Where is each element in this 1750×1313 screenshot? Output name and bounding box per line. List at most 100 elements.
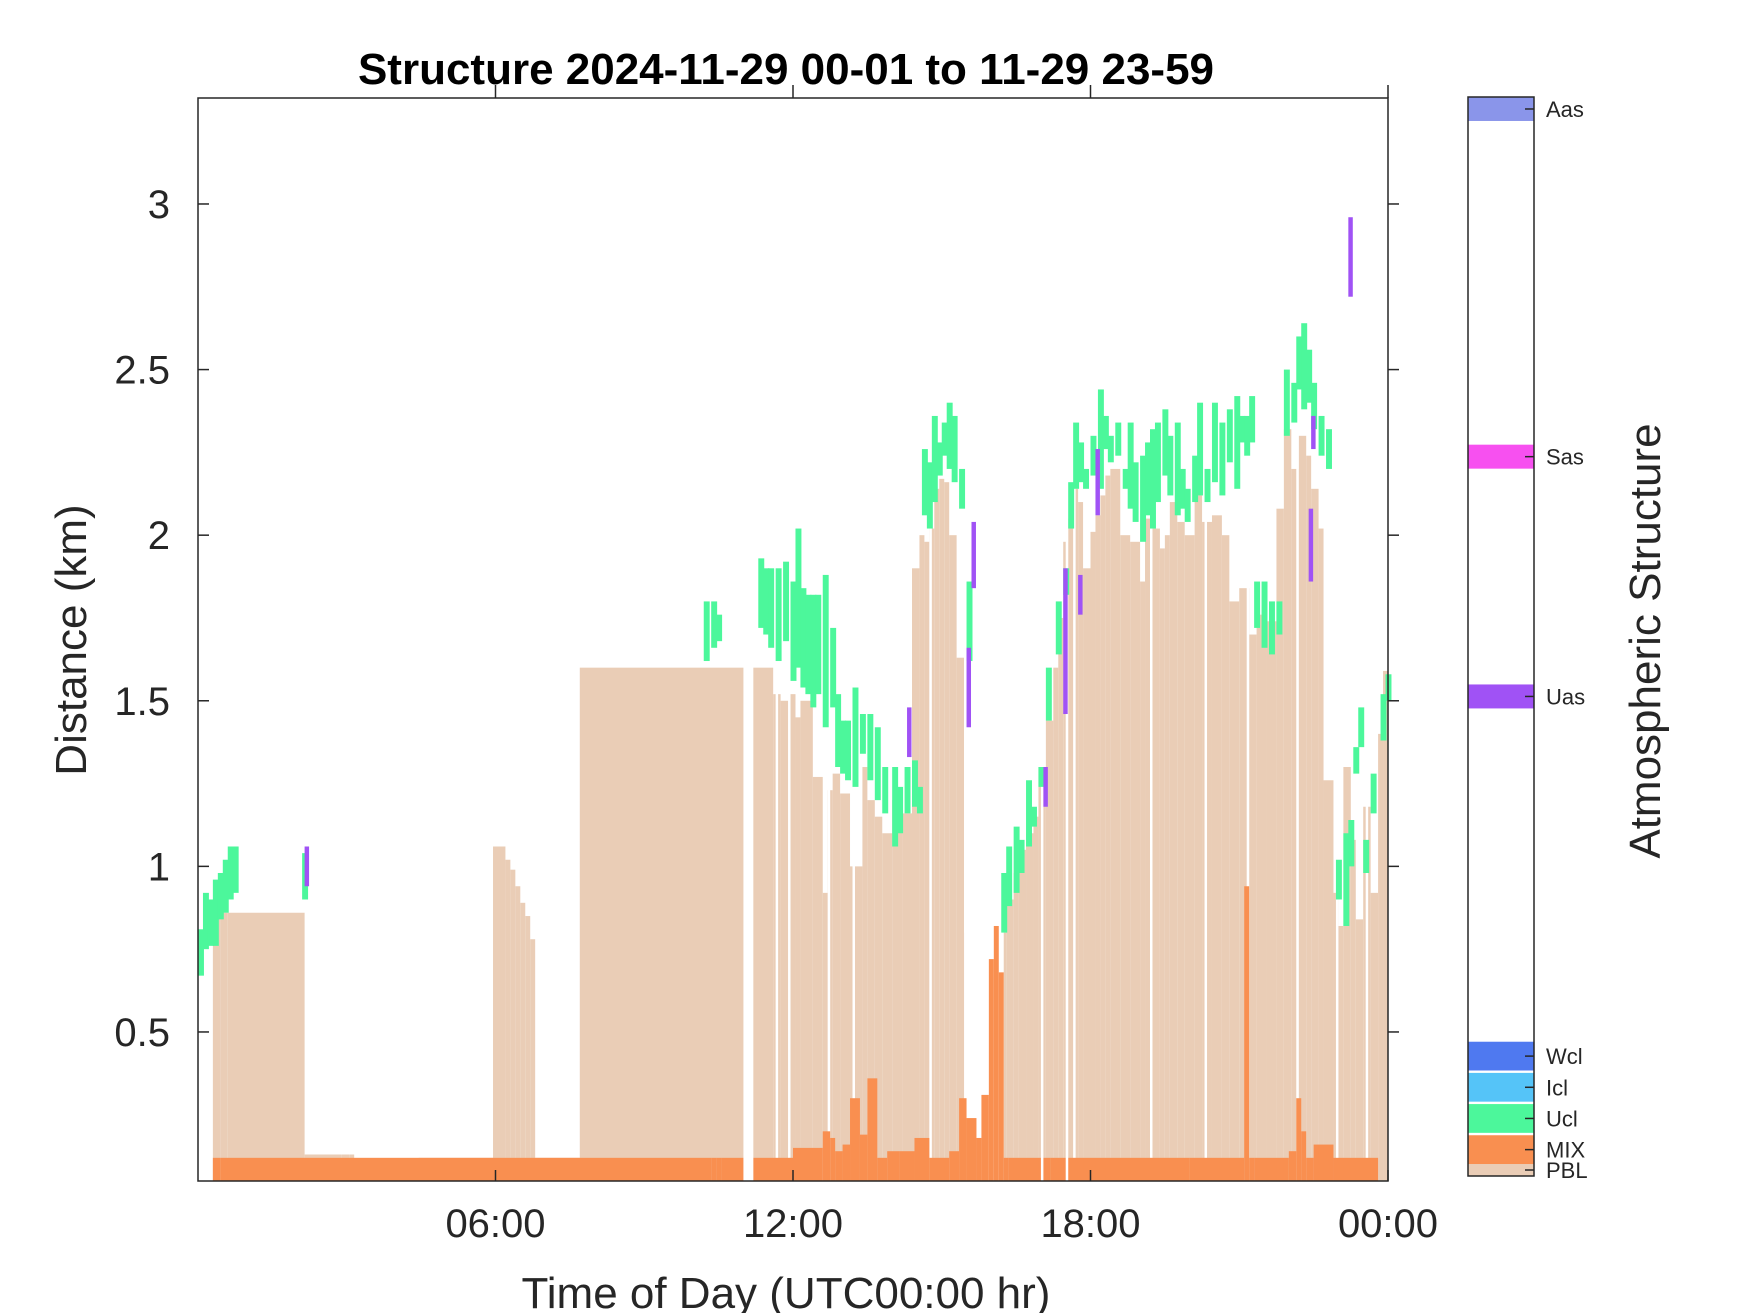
ucl-cell: [966, 581, 973, 662]
mix-bar: [899, 1151, 915, 1181]
uas-cell: [304, 846, 310, 887]
ucl-cell: [1097, 389, 1104, 489]
pbl-bar-gap: [827, 98, 831, 1181]
ucl-cell: [1239, 415, 1246, 443]
ucl-cell: [1244, 415, 1251, 456]
pbl-bar: [902, 813, 912, 1181]
pbl-bar: [1063, 541, 1069, 1181]
ucl-cell: [1107, 435, 1114, 463]
pbl-bar: [520, 902, 526, 1181]
ucl-cell: [711, 601, 718, 648]
pbl-bar: [1221, 535, 1230, 1181]
ucl-cell: [198, 929, 204, 976]
ucl-cell: [1122, 468, 1129, 489]
pbl-bar: [1078, 502, 1084, 1181]
pbl-bar: [1276, 508, 1284, 1181]
pbl-bar: [1159, 548, 1165, 1181]
ucl-cell: [227, 846, 234, 900]
ucl-cell: [852, 687, 859, 787]
colorbar-tick-label: Icl: [1546, 1075, 1568, 1100]
ucl-cell: [1358, 707, 1365, 748]
ucl-cell: [941, 422, 948, 456]
mix-bar: [212, 1157, 221, 1181]
pbl-bar: [1211, 515, 1222, 1181]
ucl-cell: [758, 558, 765, 628]
pbl-bar: [220, 912, 228, 1181]
pbl-bar: [1152, 528, 1160, 1181]
pbl-bar: [1105, 475, 1111, 1181]
mix-bar: [220, 1157, 712, 1181]
pbl-bar: [1266, 621, 1277, 1181]
mix-bar: [1288, 1151, 1297, 1181]
mix-bar: [1249, 1157, 1255, 1181]
ucl-cell: [1192, 455, 1199, 503]
pbl-bar: [1164, 535, 1170, 1181]
ucl-cell: [1078, 442, 1085, 483]
pbl-bar: [212, 912, 221, 1181]
pbl-bar: [944, 482, 950, 1181]
ucl-cell: [810, 594, 817, 708]
pbl-bar: [1083, 568, 1091, 1181]
pbl-bar: [1145, 518, 1153, 1181]
mix-bar: [877, 1157, 888, 1181]
mix-bar-gap: [1040, 98, 1044, 1181]
ucl-cell: [1276, 601, 1283, 635]
ucl-cell: [1184, 488, 1191, 522]
ucl-cell: [1219, 422, 1226, 496]
ucl-cell: [222, 859, 229, 913]
pbl-bar: [1355, 919, 1364, 1181]
pbl-bar: [1291, 468, 1299, 1181]
pbl-bar: [1006, 899, 1014, 1181]
ucl-cell: [212, 879, 219, 946]
ucl-cell: [1102, 415, 1109, 450]
mix-bar: [966, 1118, 977, 1181]
colorbar-band-pbl: [1468, 1164, 1534, 1176]
pbl-bar: [840, 793, 851, 1181]
uas-cell: [966, 647, 972, 728]
colorbar-band-icl: [1468, 1072, 1534, 1102]
pbl-bar: [1140, 581, 1146, 1181]
ucl-cell: [835, 694, 842, 768]
mix-bar: [716, 1157, 722, 1181]
pbl-bar: [530, 939, 536, 1181]
colorbar-tick-label: Uas: [1546, 684, 1585, 709]
ucl-cell: [845, 720, 852, 781]
ucl-cell: [1026, 780, 1032, 847]
colorbar-tick-label: Aas: [1546, 97, 1584, 122]
pbl-bar: [1194, 495, 1203, 1182]
pbl-bar: [934, 488, 940, 1181]
pbl-bar: [1169, 502, 1178, 1181]
ucl-cell: [207, 899, 214, 946]
pbl-bar: [510, 869, 516, 1181]
ucl-cell: [1296, 336, 1303, 390]
pbl-bar: [1229, 601, 1240, 1181]
mix-bar: [753, 1157, 793, 1181]
ucl-cell: [805, 594, 812, 695]
pbl-bar: [1130, 541, 1141, 1181]
pbl-bar: [790, 694, 796, 1181]
colorbar-tick-label: Sas: [1546, 445, 1584, 470]
pbl-bar: [800, 700, 813, 1181]
ucl-cell: [1306, 349, 1313, 403]
ucl-cell: [217, 872, 224, 920]
x-tick-label: 18:00: [1040, 1202, 1140, 1246]
ucl-cell: [874, 727, 881, 801]
ucl-cell: [800, 588, 807, 688]
ucl-cell: [1380, 694, 1387, 741]
mix-bar: [830, 1137, 836, 1181]
ucl-cell: [1254, 581, 1261, 628]
ucl-cell: [1261, 581, 1268, 648]
mix-bar: [1306, 1157, 1314, 1181]
uas-cell: [1311, 415, 1316, 450]
pbl-bar: [812, 776, 823, 1181]
ucl-cell: [830, 627, 837, 708]
pbl-bar: [1350, 839, 1356, 1181]
ucl-cell: [1115, 422, 1122, 456]
ucl-cell: [822, 574, 829, 728]
mix-bar: [1003, 1157, 1009, 1181]
ucl-cell: [916, 786, 923, 814]
y-tick-label: 0.5: [114, 1011, 170, 1055]
pbl-bar: [1343, 767, 1351, 1181]
